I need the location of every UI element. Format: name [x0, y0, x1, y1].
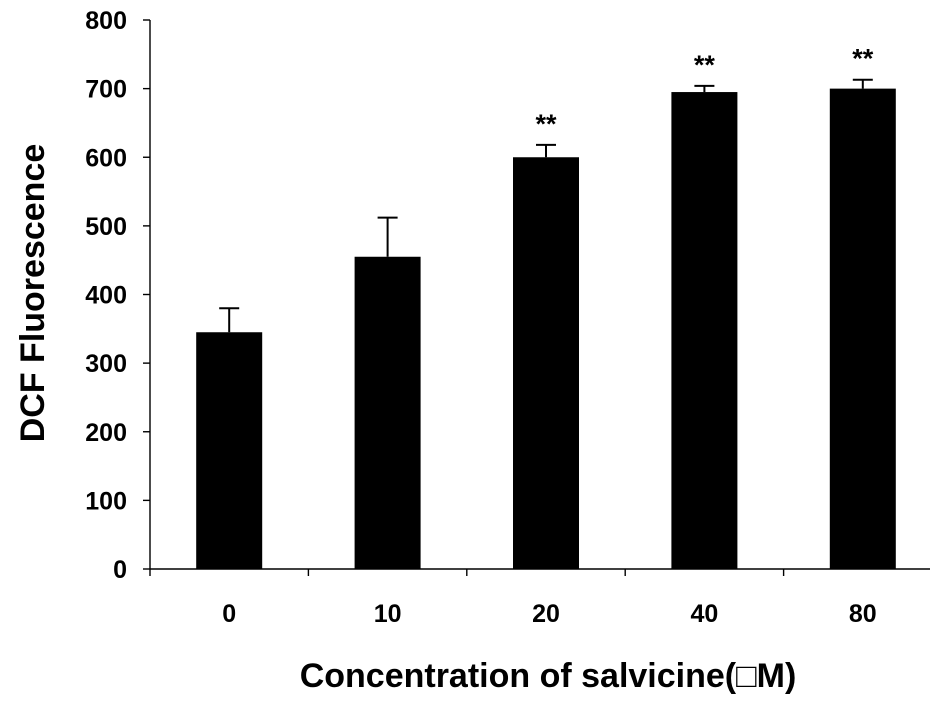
- bar: [196, 332, 263, 569]
- y-tick-label: 500: [85, 213, 127, 241]
- significance-label: **: [535, 109, 557, 139]
- y-axis: 0 100 200 300 400 500 600 700 800: [85, 7, 151, 584]
- y-tick-label: 700: [85, 76, 127, 104]
- y-tick-label: 200: [85, 419, 127, 447]
- significance-label: **: [694, 50, 716, 80]
- x-tick-label: 40: [690, 600, 718, 628]
- significance-label: **: [852, 44, 874, 74]
- bar: [671, 92, 738, 570]
- y-tick-label: 100: [85, 487, 127, 515]
- bar: [354, 256, 421, 569]
- x-axis: 0 10 20 40 80: [149, 568, 930, 628]
- x-tick-label: 20: [532, 600, 560, 628]
- bars: ** ** **: [196, 44, 896, 570]
- bar: [513, 157, 579, 569]
- x-axis-title: Concentration of salvicine(□M): [300, 657, 797, 695]
- y-axis-title: DCF Fluorescence: [14, 144, 52, 443]
- y-tick-label: 600: [85, 144, 127, 172]
- bar: [829, 88, 896, 569]
- y-tick-label: 0: [113, 556, 127, 584]
- y-tick-label: 800: [85, 7, 127, 35]
- x-tick-label: 0: [222, 600, 236, 628]
- y-tick-label: 300: [85, 350, 127, 378]
- x-tick-label: 10: [374, 600, 402, 628]
- y-tick-label: 400: [85, 282, 127, 310]
- x-tick-label: 80: [849, 600, 877, 628]
